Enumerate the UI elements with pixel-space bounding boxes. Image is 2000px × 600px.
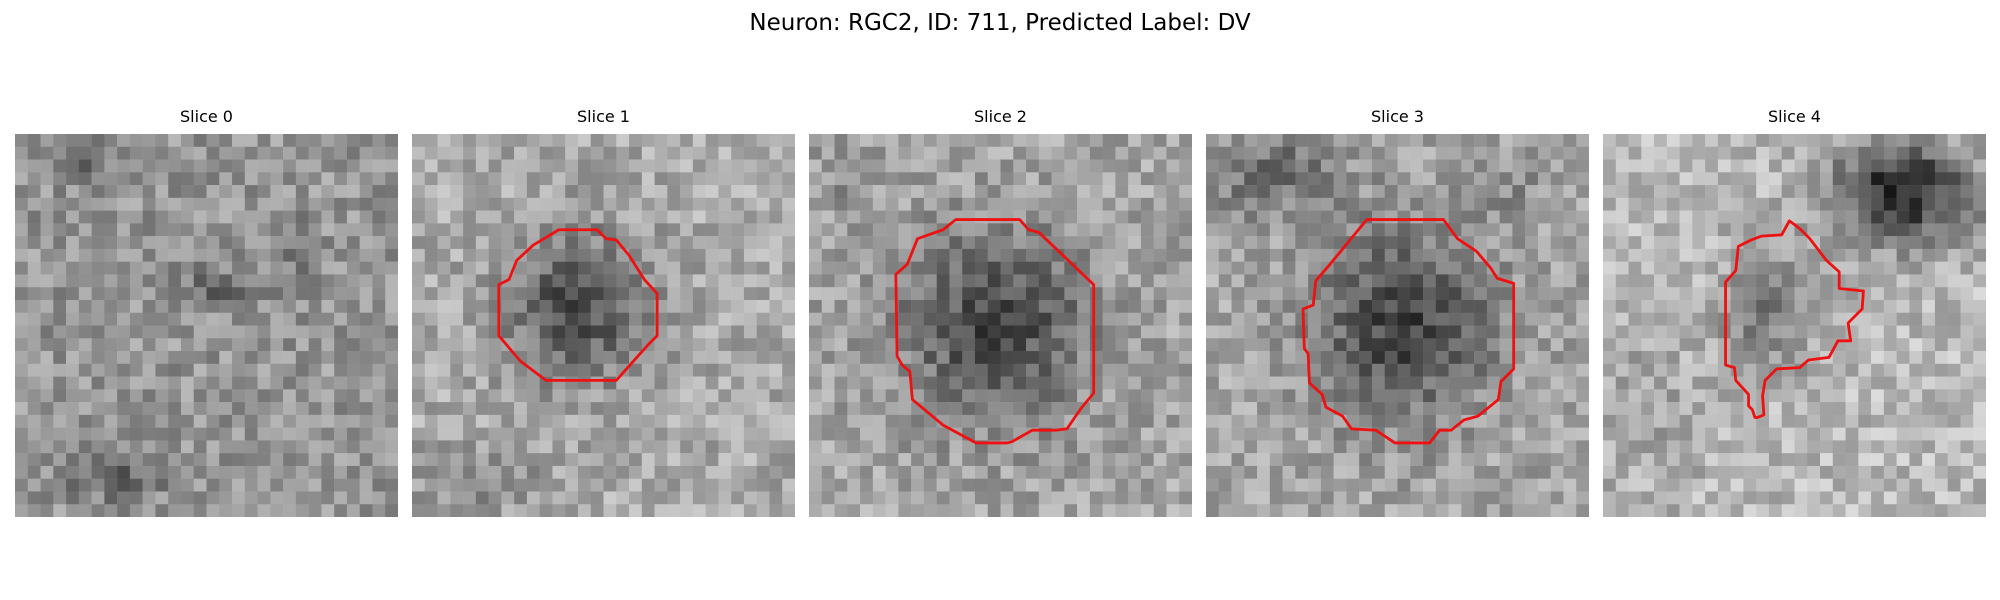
slice-image: [412, 134, 795, 517]
cell-outline: [1301, 218, 1516, 445]
pixel-grid: [412, 134, 795, 517]
pixel-grid: [1603, 134, 1986, 517]
figure-title: Neuron: RGC2, ID: 711, Predicted Label: …: [749, 10, 1251, 36]
slice-image: [1206, 134, 1589, 517]
cell-outline: [1724, 219, 1865, 419]
slice-title: Slice 1: [577, 107, 630, 126]
pixel-grid: [1206, 134, 1589, 517]
slice-title: Slice 2: [974, 107, 1027, 126]
slice-image: [1603, 134, 1986, 517]
slice-title: Slice 4: [1768, 107, 1821, 126]
slice-title: Slice 3: [1371, 107, 1424, 126]
pixel-grid: [15, 134, 398, 517]
pixel-grid: [809, 134, 1192, 517]
slice-title: Slice 0: [180, 107, 233, 126]
slice-image: [15, 134, 398, 517]
cell-outline: [497, 228, 659, 382]
cell-outline: [894, 218, 1096, 445]
slice-image: [809, 134, 1192, 517]
